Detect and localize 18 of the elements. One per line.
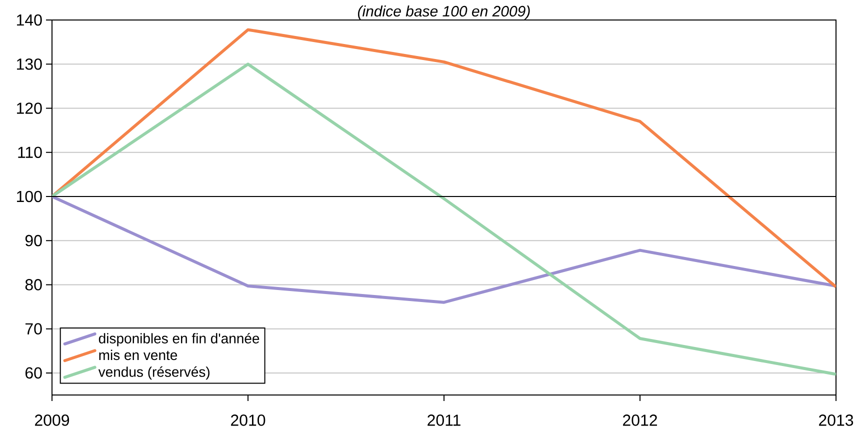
y-tick-label: 60 (25, 367, 42, 379)
chart-title: (indice base 100 en 2009) (358, 6, 530, 20)
y-tick-label: 100 (17, 190, 42, 202)
y-tick-label: 70 (25, 323, 42, 334)
y-tick-label: 130 (17, 58, 42, 70)
legend-label: vendus (réservés) (98, 366, 210, 380)
y-tick-label: 90 (25, 234, 42, 246)
y-tick-label: 140 (17, 14, 42, 26)
legend-label: disponibles en fin d'année (98, 332, 260, 346)
y-tick-label: 80 (25, 279, 42, 290)
x-tick-label: 2013 (819, 414, 854, 426)
x-tick-label: 2012 (623, 414, 657, 426)
x-tick-label: 2010 (231, 414, 266, 426)
x-tick-label: 2009 (35, 414, 70, 426)
x-tick-label: 2011 (428, 414, 460, 426)
y-tick-label: 110 (18, 146, 42, 158)
y-tick-label: 120 (17, 102, 42, 114)
legend-label: mis en vente (99, 350, 178, 360)
